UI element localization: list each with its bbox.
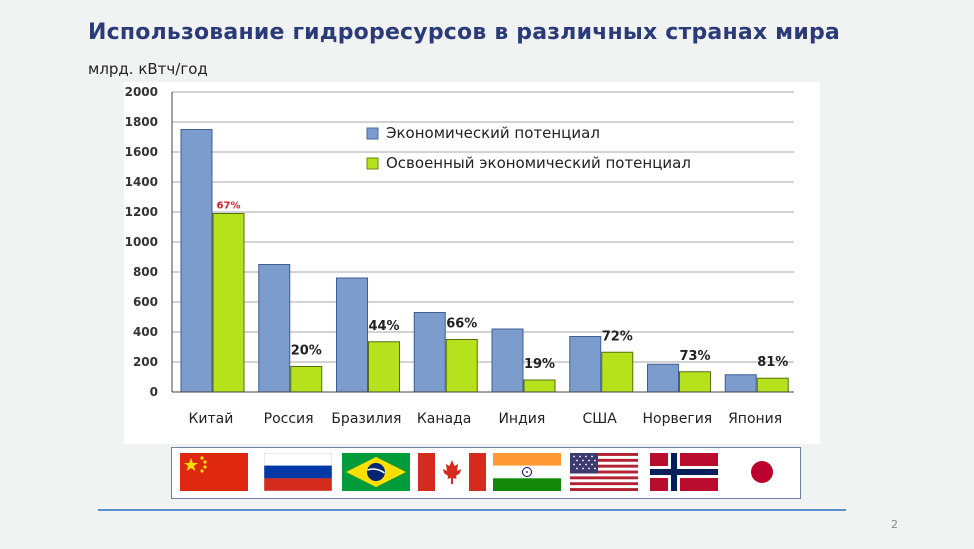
bar-developed xyxy=(756,377,789,393)
percent-label: 20% xyxy=(291,344,322,359)
flags-strip xyxy=(171,447,801,499)
bar-developed xyxy=(445,339,478,393)
canada-flag-icon xyxy=(418,453,486,491)
brazil-flag-icon xyxy=(342,453,410,491)
x-tick-label: Россия xyxy=(264,411,314,427)
hydro-bar-chart: 0 200 400 600 800 1000 1200 1400 1600 1800 2000 67… xyxy=(124,82,820,444)
bar-developed xyxy=(679,371,711,393)
y-axis-ticks: 0 200 400 600 800 1000 1200 1400 1600 1800 2000 xyxy=(125,85,158,399)
percent-label: 81% xyxy=(757,355,788,370)
data-labels: 67% 20% 44% 66% 19% 72% 73% 81% xyxy=(217,201,789,373)
legend-swatch-developed xyxy=(366,157,379,170)
bar-economic xyxy=(336,277,368,393)
x-tick-label: Канада xyxy=(417,411,472,427)
y-tick-label: 1800 xyxy=(125,115,158,129)
legend: Экономический потенциал Освоенный эконом… xyxy=(366,124,691,172)
india-flag-icon xyxy=(493,453,561,491)
bar-developed xyxy=(601,351,634,393)
y-tick-label: 1600 xyxy=(125,145,158,159)
percent-label: 66% xyxy=(446,317,477,332)
x-tick-label: Япония xyxy=(728,411,782,427)
percent-label: 72% xyxy=(602,329,633,344)
bar-economic xyxy=(724,374,757,393)
norway-flag-icon xyxy=(650,453,718,491)
bar-developed xyxy=(212,213,245,393)
bar-economic xyxy=(647,363,679,393)
y-tick-label: 1000 xyxy=(125,235,158,249)
x-tick-label: Китай xyxy=(188,411,233,427)
x-axis-ticks: Китай Россия Бразилия Канада Индия США Норвеги… xyxy=(188,411,782,427)
bar-economic xyxy=(569,336,602,393)
y-tick-label: 600 xyxy=(133,295,158,309)
slide-title: Использование гидроресурсов в различных … xyxy=(88,20,840,45)
y-tick-label: 400 xyxy=(133,325,158,339)
x-tick-label: Бразилия xyxy=(331,411,401,427)
y-tick-label: 0 xyxy=(150,385,158,399)
y-tick-label: 2000 xyxy=(125,85,158,99)
x-tick-label: Норвегия xyxy=(643,411,713,427)
y-tick-label: 1200 xyxy=(125,205,158,219)
russia-flag-icon xyxy=(264,453,332,491)
bottom-divider xyxy=(98,509,846,511)
y-tick-label: 200 xyxy=(133,355,158,369)
china-flag-icon xyxy=(180,453,248,491)
bars xyxy=(180,129,789,393)
y-tick-label: 1400 xyxy=(125,175,158,189)
bar-developed xyxy=(290,366,323,393)
percent-label: 73% xyxy=(679,349,710,364)
japan-flag-icon xyxy=(728,453,796,491)
bar-economic xyxy=(491,328,524,393)
legend-label-economic: Экономический потенциал xyxy=(386,124,600,142)
percent-label: 19% xyxy=(524,357,555,372)
bar-economic xyxy=(413,312,446,393)
bar-economic xyxy=(258,264,291,393)
percent-label: 67% xyxy=(217,201,241,212)
y-tick-label: 800 xyxy=(133,265,158,279)
legend-label-developed: Освоенный экономический потенциал xyxy=(386,154,691,172)
usa-flag-icon xyxy=(570,453,638,491)
slide-subtitle: млрд. кВтч/год xyxy=(88,60,208,78)
x-tick-label: Индия xyxy=(498,411,545,427)
bar-economic xyxy=(180,129,213,393)
bar-developed xyxy=(523,379,556,393)
bar-developed xyxy=(368,341,400,393)
page-number: 2 xyxy=(891,518,898,531)
x-tick-label: США xyxy=(582,411,617,427)
legend-swatch-economic xyxy=(366,127,379,140)
percent-label: 44% xyxy=(368,319,399,334)
